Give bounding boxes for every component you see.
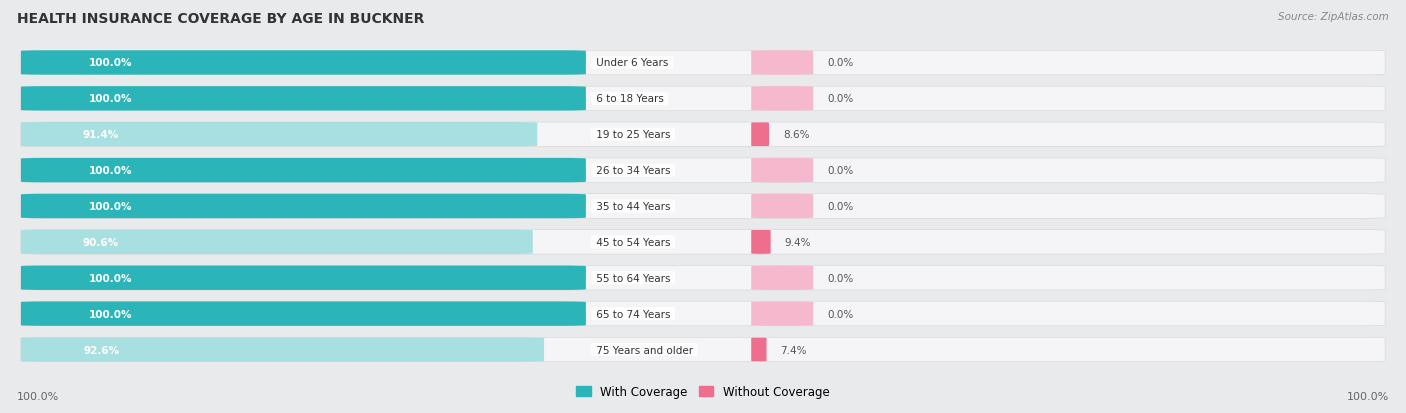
- FancyBboxPatch shape: [21, 195, 1385, 218]
- Text: HEALTH INSURANCE COVERAGE BY AGE IN BUCKNER: HEALTH INSURANCE COVERAGE BY AGE IN BUCK…: [17, 12, 425, 26]
- Text: 65 to 74 Years: 65 to 74 Years: [593, 309, 673, 319]
- FancyBboxPatch shape: [751, 51, 813, 76]
- Text: 7.4%: 7.4%: [780, 345, 807, 355]
- Text: 100.0%: 100.0%: [17, 391, 59, 401]
- Text: 19 to 25 Years: 19 to 25 Years: [593, 130, 673, 140]
- Text: 91.4%: 91.4%: [83, 130, 120, 140]
- FancyBboxPatch shape: [751, 159, 813, 183]
- FancyBboxPatch shape: [744, 123, 776, 147]
- FancyBboxPatch shape: [751, 87, 813, 111]
- FancyBboxPatch shape: [21, 337, 544, 362]
- FancyBboxPatch shape: [751, 195, 813, 218]
- Text: 0.0%: 0.0%: [827, 202, 853, 211]
- Text: 6 to 18 Years: 6 to 18 Years: [593, 94, 666, 104]
- FancyBboxPatch shape: [745, 230, 776, 254]
- FancyBboxPatch shape: [21, 51, 1385, 76]
- Text: 45 to 54 Years: 45 to 54 Years: [593, 237, 673, 247]
- Text: 0.0%: 0.0%: [827, 166, 853, 176]
- FancyBboxPatch shape: [751, 302, 813, 326]
- Text: 8.6%: 8.6%: [783, 130, 810, 140]
- Text: 100.0%: 100.0%: [89, 94, 132, 104]
- FancyBboxPatch shape: [21, 159, 586, 183]
- FancyBboxPatch shape: [21, 123, 537, 147]
- FancyBboxPatch shape: [21, 266, 586, 290]
- FancyBboxPatch shape: [21, 87, 586, 111]
- FancyBboxPatch shape: [21, 302, 586, 326]
- Text: 100.0%: 100.0%: [89, 202, 132, 211]
- Text: 100.0%: 100.0%: [89, 273, 132, 283]
- FancyBboxPatch shape: [21, 159, 1385, 183]
- Text: 100.0%: 100.0%: [89, 166, 132, 176]
- Text: 55 to 64 Years: 55 to 64 Years: [593, 273, 673, 283]
- FancyBboxPatch shape: [742, 337, 776, 362]
- Text: 0.0%: 0.0%: [827, 58, 853, 68]
- Text: 90.6%: 90.6%: [83, 237, 118, 247]
- Legend: With Coverage, Without Coverage: With Coverage, Without Coverage: [572, 381, 834, 403]
- Text: 0.0%: 0.0%: [827, 309, 853, 319]
- Text: 9.4%: 9.4%: [785, 237, 811, 247]
- FancyBboxPatch shape: [21, 266, 1385, 290]
- Text: 92.6%: 92.6%: [84, 345, 120, 355]
- FancyBboxPatch shape: [21, 123, 1385, 147]
- FancyBboxPatch shape: [751, 266, 813, 290]
- Text: 100.0%: 100.0%: [89, 58, 132, 68]
- Text: 35 to 44 Years: 35 to 44 Years: [593, 202, 673, 211]
- FancyBboxPatch shape: [21, 230, 1385, 254]
- FancyBboxPatch shape: [21, 302, 1385, 326]
- FancyBboxPatch shape: [21, 195, 586, 218]
- Text: 100.0%: 100.0%: [1347, 391, 1389, 401]
- FancyBboxPatch shape: [21, 87, 1385, 111]
- Text: 0.0%: 0.0%: [827, 94, 853, 104]
- Text: Under 6 Years: Under 6 Years: [593, 58, 672, 68]
- FancyBboxPatch shape: [21, 230, 533, 254]
- Text: 75 Years and older: 75 Years and older: [593, 345, 696, 355]
- Text: Source: ZipAtlas.com: Source: ZipAtlas.com: [1278, 12, 1389, 22]
- Text: 0.0%: 0.0%: [827, 273, 853, 283]
- Text: 26 to 34 Years: 26 to 34 Years: [593, 166, 673, 176]
- FancyBboxPatch shape: [21, 51, 586, 76]
- Text: 100.0%: 100.0%: [89, 309, 132, 319]
- FancyBboxPatch shape: [21, 337, 1385, 362]
